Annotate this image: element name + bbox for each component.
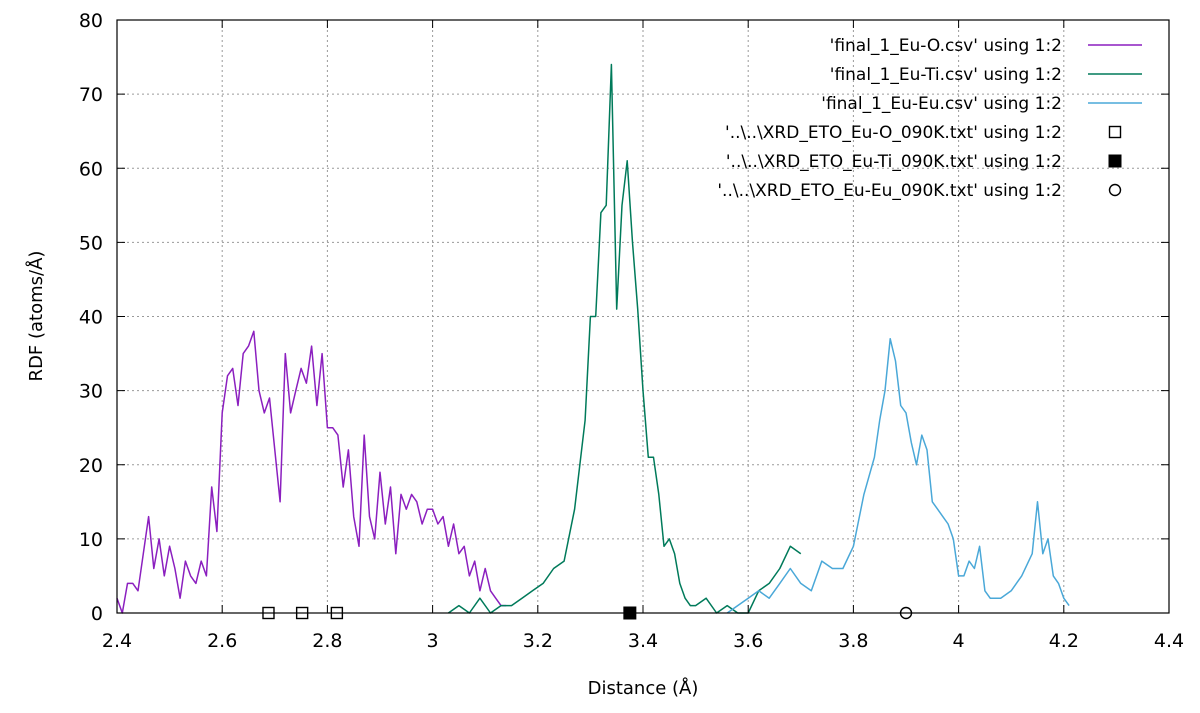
x-tick-label: 4 [953,630,965,652]
series-2 [447,63,802,614]
plot-series [116,63,1070,620]
series-1 [116,330,507,614]
y-tick-label: 60 [79,158,103,180]
x-tick-label: 3 [427,630,439,652]
legend-marker [1108,154,1122,168]
x-tick-label: 3.8 [838,630,868,652]
x-axis-label: Distance (Å) [588,677,699,699]
legend-label: 'final_1_Eu-Eu.csv' using 1:2 [821,94,1062,114]
y-tick-label: 40 [79,307,103,329]
legend-marker [1108,125,1122,139]
axis-ticks: 2.4 2.6 2.8 3 3.2 3.4 3.6 3.8 4 4.2 4.4 0 10 20 30 40 50… [79,10,1184,652]
x-tick-label: 3.6 [733,630,763,652]
legend-label: 'final_1_Eu-Ti.csv' using 1:2 [830,65,1062,85]
y-axis-label: RDF (atoms/Å) [25,251,47,382]
x-tick-label: 4.4 [1154,630,1184,652]
legend-entry-6: '..\..\XRD_ETO_Eu-Eu_090K.txt' using 1:2 [717,181,1122,201]
series-line-1 [116,330,507,614]
legend-label: '..\..\XRD_ETO_Eu-Eu_090K.txt' using 1:2 [717,181,1062,201]
legend-label: '..\..\XRD_ETO_Eu-O_090K.txt' using 1:2 [725,123,1062,143]
y-tick-label: 80 [79,10,103,32]
legend: 'final_1_Eu-O.csv' using 1:2 'final_1_Eu-… [717,36,1142,201]
legend-entry-4: '..\..\XRD_ETO_Eu-O_090K.txt' using 1:2 [725,123,1122,143]
y-tick-label: 0 [91,603,103,625]
legend-marker [1108,183,1122,197]
x-tick-label: 3.4 [628,630,658,652]
y-tick-label: 70 [79,84,103,106]
x-tick-label: 2.4 [102,630,132,652]
x-tick-label: 2.8 [312,630,342,652]
y-tick-label: 20 [79,455,103,477]
series-line-3 [726,337,1070,614]
legend-label: '..\..\XRD_ETO_Eu-Ti_090K.txt' using 1:2 [726,152,1062,172]
x-tick-label: 2.6 [207,630,237,652]
y-tick-label: 10 [79,529,103,551]
legend-label: 'final_1_Eu-O.csv' using 1:2 [830,36,1062,56]
y-tick-label: 30 [79,381,103,403]
series-line-2 [447,63,802,614]
legend-entry-5: '..\..\XRD_ETO_Eu-Ti_090K.txt' using 1:2 [726,152,1122,172]
series-3 [726,337,1070,614]
legend-entry-3: 'final_1_Eu-Eu.csv' using 1:2 [821,94,1142,114]
y-tick-label: 50 [79,232,103,254]
legend-entry-2: 'final_1_Eu-Ti.csv' using 1:2 [830,65,1142,85]
legend-entry-1: 'final_1_Eu-O.csv' using 1:2 [830,36,1142,56]
x-tick-label: 4.2 [1049,630,1079,652]
x-tick-label: 3.2 [523,630,553,652]
